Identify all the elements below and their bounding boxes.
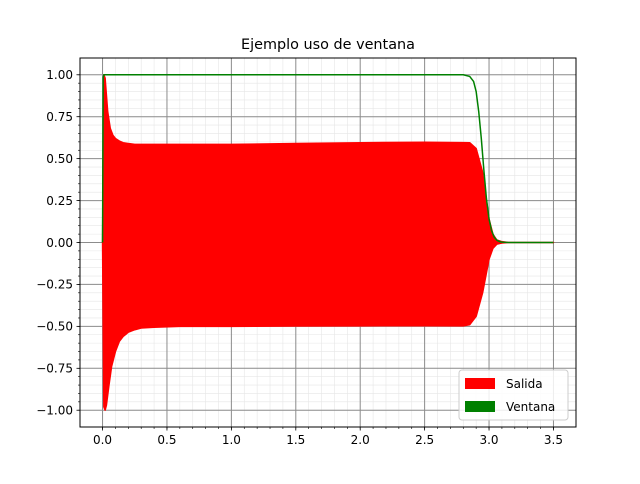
legend-label-ventana: Ventana (506, 400, 555, 414)
chart-title: Ejemplo uso de ventana (241, 37, 415, 53)
x-tick-label: 0.5 (157, 433, 176, 447)
x-tick-label: 1.0 (222, 433, 241, 447)
x-tick-label: 2.0 (351, 433, 370, 447)
x-tick-label: 0.0 (93, 433, 112, 447)
series-ventana (101, 74, 554, 244)
y-tick-label: 0.75 (46, 110, 73, 124)
legend-swatch-salida (465, 378, 495, 389)
y-tick-label: 0.25 (46, 194, 73, 208)
y-tick-label: −0.25 (36, 278, 73, 292)
y-tick-label: 0.00 (46, 236, 73, 250)
y-tick-label: −1.00 (36, 404, 73, 418)
y-tick-label: −0.75 (36, 362, 73, 376)
legend: Salida Ventana (458, 369, 569, 421)
y-tick-label: 1.00 (46, 68, 73, 82)
y-tick-label: −0.50 (36, 320, 73, 334)
legend-label-salida: Salida (506, 377, 543, 391)
x-tick-label: 2.5 (415, 433, 434, 447)
series-layer (101, 74, 555, 411)
y-tick-label: 0.50 (46, 152, 73, 166)
x-tick-label: 1.5 (286, 433, 305, 447)
x-tick-label: 3.0 (479, 433, 498, 447)
axis-ticks: 0.0 0.5 1.0 1.5 2.0 2.5 3.0 3.5 −1.00 −0.75 −0.50 −… (36, 68, 563, 447)
x-tick-label: 3.5 (544, 433, 563, 447)
legend-swatch-ventana (465, 401, 495, 412)
